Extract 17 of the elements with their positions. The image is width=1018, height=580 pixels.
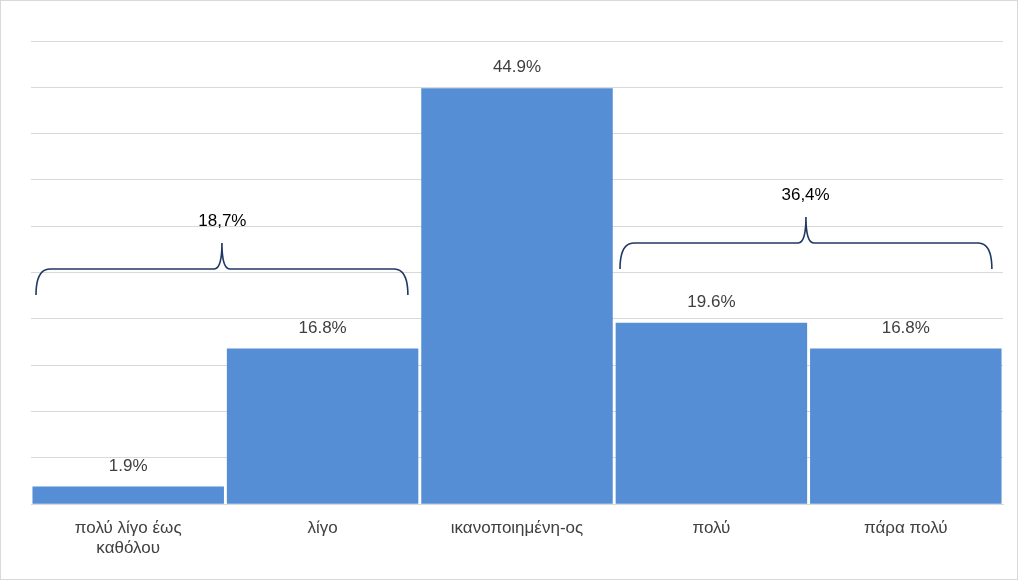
x-tick-label: πάρα πολύ: [864, 518, 948, 538]
annotation: 18,7%: [197, 210, 248, 231]
bar: [810, 348, 1002, 504]
data-label: 16.8%: [298, 317, 347, 337]
x-tick-label: ικανοποιημένη-ος: [450, 518, 584, 538]
bar: [32, 486, 224, 504]
data-label: 16.8%: [881, 317, 930, 337]
data-label: 1.9%: [108, 455, 148, 475]
bar: [226, 348, 419, 504]
annotation: 36,4%: [780, 184, 831, 205]
x-tick-label: πολύ: [692, 518, 731, 538]
data-label: 19.6%: [687, 291, 736, 311]
data-label: 44.9%: [492, 57, 542, 77]
x-tick-label: πολύ λίγο έως καθόλου: [74, 518, 182, 558]
bar: [615, 322, 808, 504]
bar: [421, 88, 613, 504]
x-tick-label: λίγο: [307, 518, 338, 538]
